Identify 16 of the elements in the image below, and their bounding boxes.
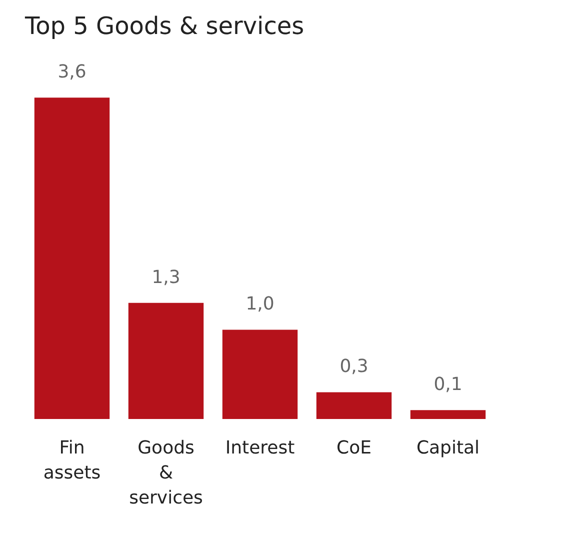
x-tick-label: Interest (225, 438, 295, 458)
data-label: 0,3 (340, 356, 368, 378)
data-label: 0,1 (434, 374, 462, 396)
data-label: 3,6 (58, 62, 86, 83)
bar (34, 98, 110, 419)
x-tick-label: Goods & services (129, 438, 203, 508)
bar (410, 410, 486, 419)
bar (128, 302, 204, 419)
x-tick-label: Capital (416, 438, 480, 458)
x-tick-label: Fin assets (43, 438, 101, 484)
x-tick-label: CoE (336, 438, 372, 458)
chart-title: Top 5 Goods & services (24, 12, 304, 40)
data-label: 1,0 (246, 294, 274, 315)
bar (316, 392, 392, 419)
bar (222, 330, 298, 419)
data-label: 1,3 (152, 266, 180, 288)
